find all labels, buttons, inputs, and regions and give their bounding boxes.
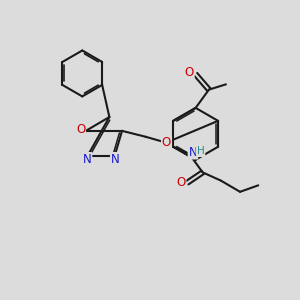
Text: O: O xyxy=(76,123,85,136)
Text: O: O xyxy=(162,136,171,149)
Text: H: H xyxy=(197,146,205,156)
Text: O: O xyxy=(176,176,185,189)
Text: N: N xyxy=(82,153,91,166)
Text: O: O xyxy=(184,66,194,80)
Text: N: N xyxy=(111,153,120,166)
Text: N: N xyxy=(189,146,197,159)
